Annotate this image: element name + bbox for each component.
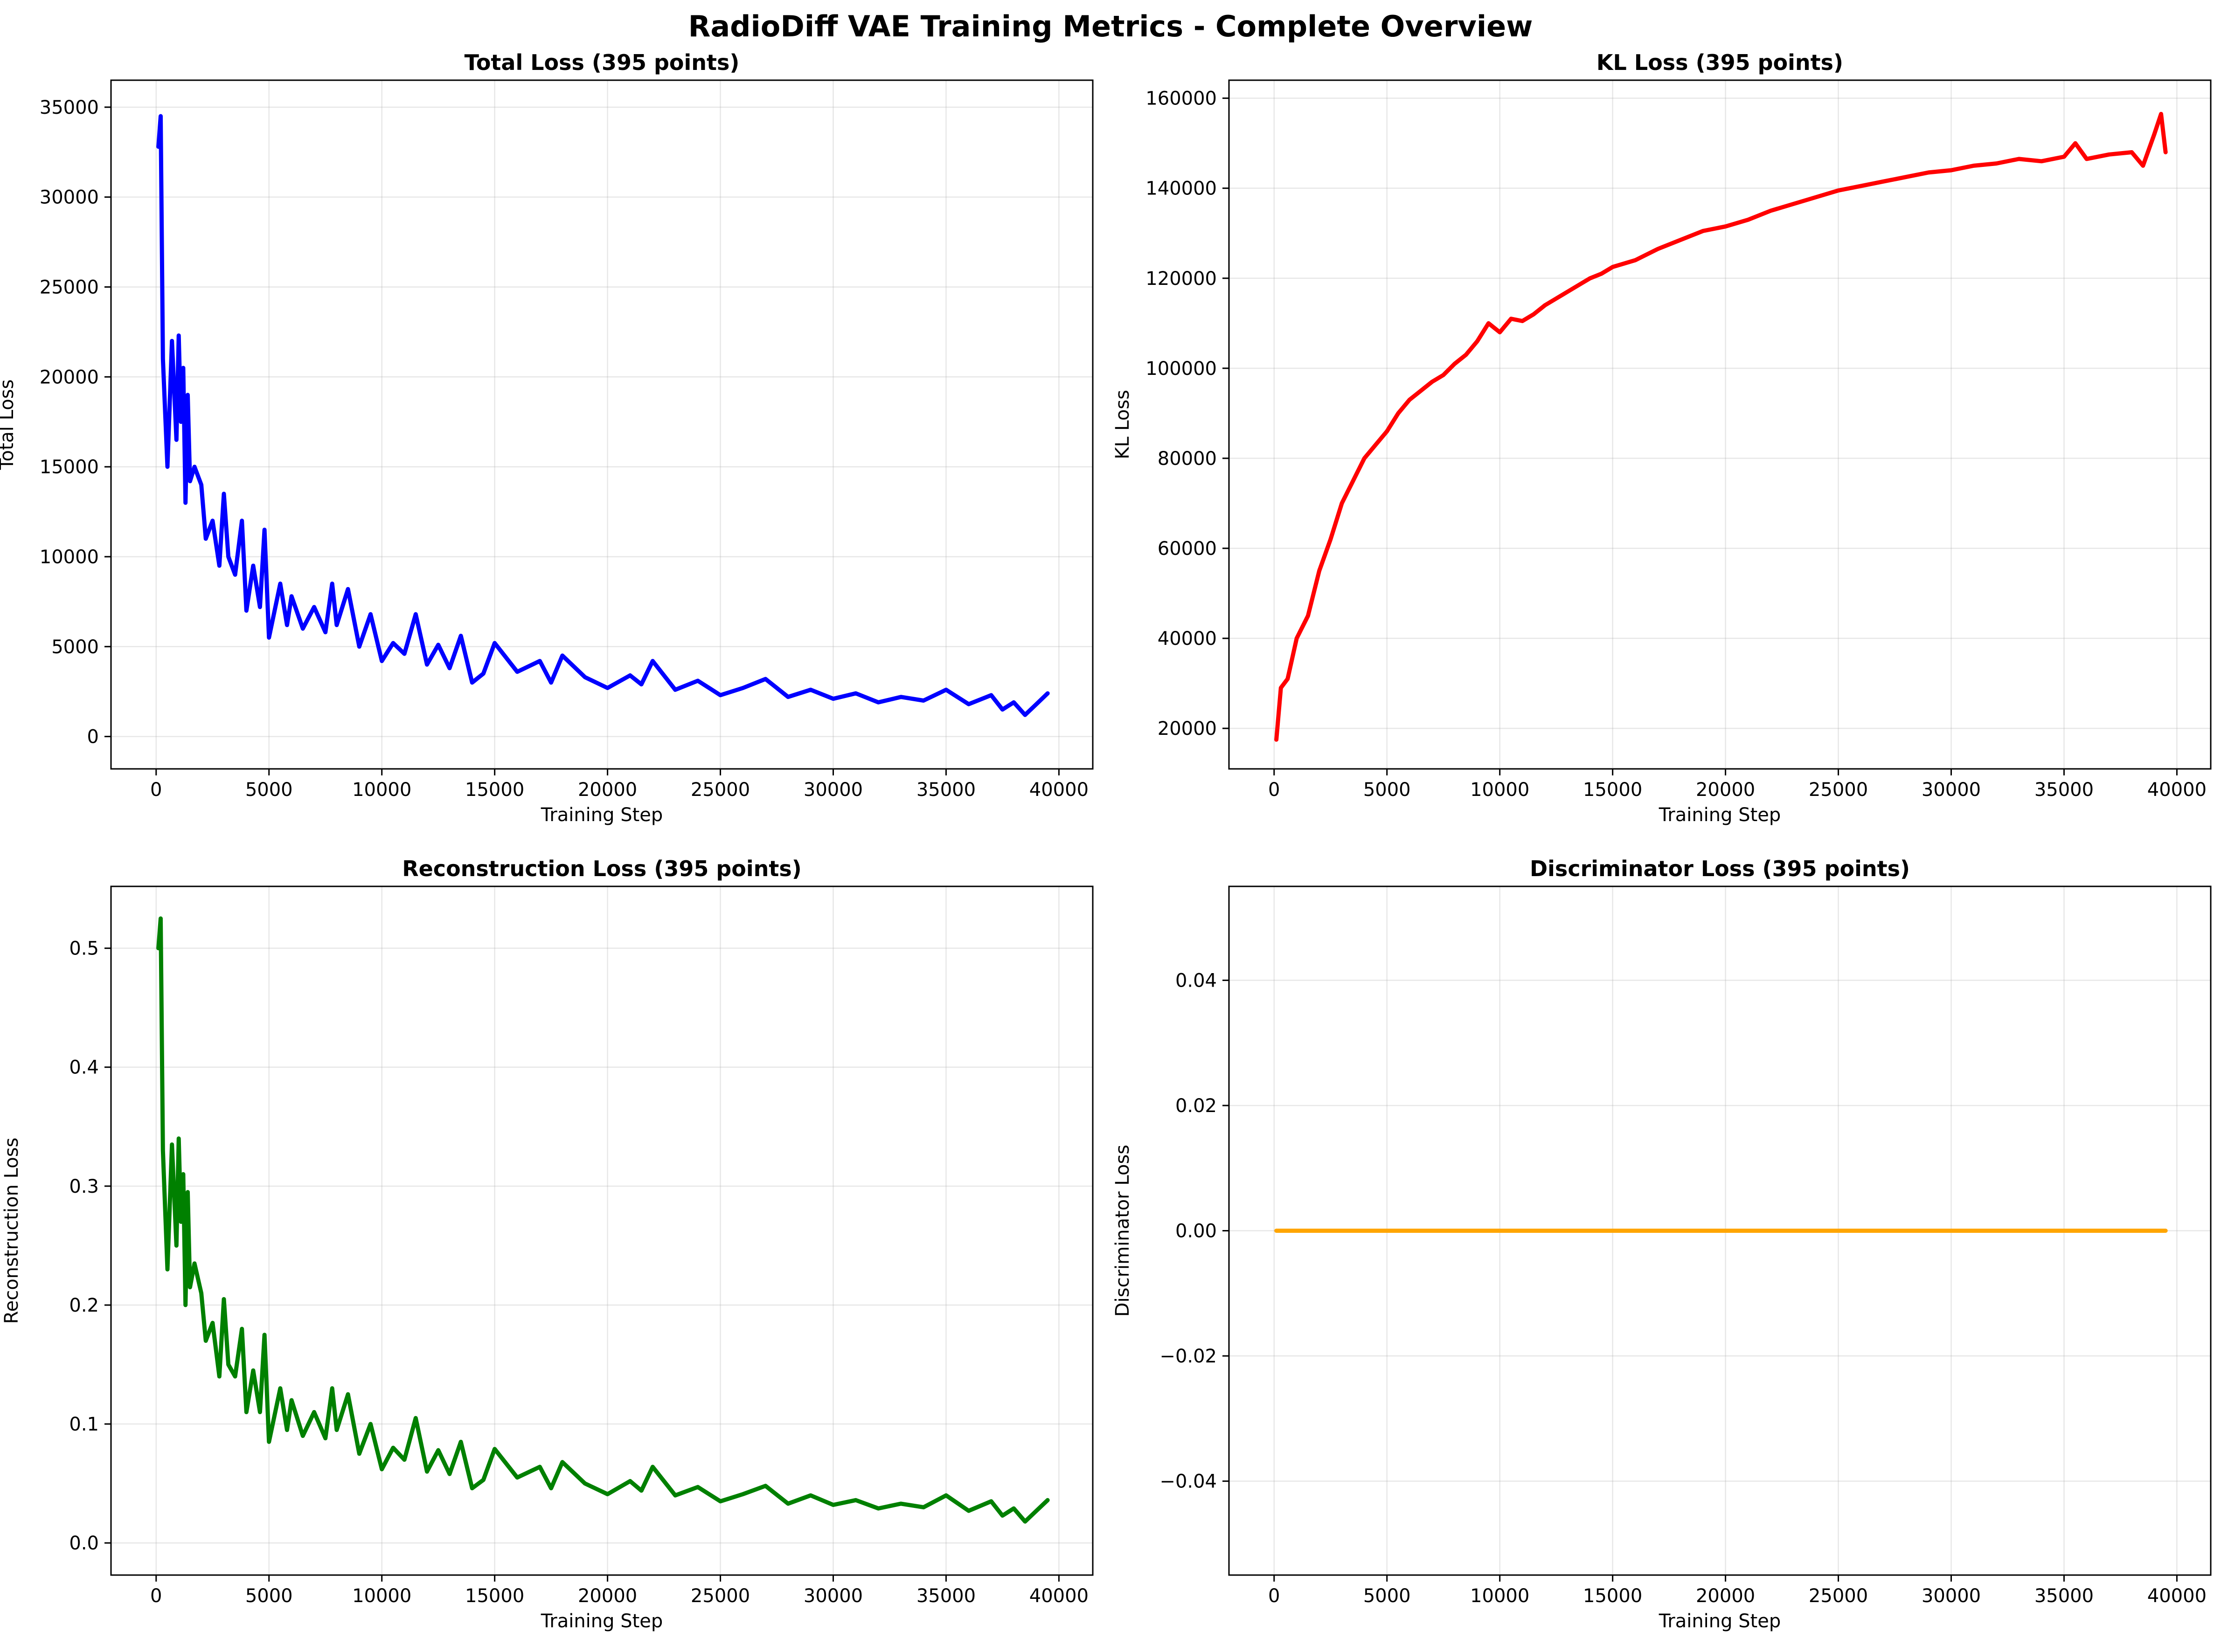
x-axis-label: Training Step	[1659, 1611, 1781, 1632]
x-tick-label: 10000	[352, 779, 411, 801]
y-tick-label: 10000	[40, 546, 99, 568]
discriminator-loss-panel: Discriminator Loss (395 points) Training…	[1112, 856, 2212, 1632]
plot-frame	[110, 79, 1094, 770]
panel-title: Reconstruction Loss (395 points)	[402, 856, 802, 881]
x-tick-label: 15000	[1583, 779, 1642, 801]
y-tick-label: 0.04	[1175, 970, 1217, 991]
x-tick-label: 15000	[465, 779, 524, 801]
y-tick-label: 0.00	[1175, 1221, 1217, 1242]
series-line	[156, 114, 1050, 717]
y-tick-label: 160000	[1145, 88, 1217, 110]
y-axis-label: Reconstruction Loss	[1, 1138, 22, 1324]
x-tick-label: 30000	[1922, 1585, 1981, 1607]
y-tick-label: 0.02	[1175, 1095, 1217, 1117]
y-tick-label: 0.2	[69, 1295, 99, 1316]
x-tick-label: 5000	[1363, 1585, 1411, 1607]
x-axis-label: Training Step	[541, 1611, 663, 1632]
y-tick-label: −0.04	[1159, 1471, 1217, 1493]
x-tick-label: 20000	[578, 779, 637, 801]
y-tick-label: 0.3	[69, 1176, 99, 1197]
reconstruction-loss-panel: Reconstruction Loss (395 points) Trainin…	[1, 856, 1094, 1632]
y-tick-label: 15000	[40, 456, 99, 478]
y-tick-label: 0.1	[69, 1414, 99, 1435]
plot-frame	[1228, 79, 2212, 770]
y-tick-label: 20000	[40, 366, 99, 388]
x-tick-label: 35000	[916, 779, 976, 801]
y-tick-label: 80000	[1158, 448, 1217, 470]
y-tick-label: 0.0	[69, 1533, 99, 1554]
x-tick-label: 10000	[352, 1585, 411, 1607]
series-line	[156, 916, 1050, 1524]
x-tick-label: 35000	[2034, 1585, 2094, 1607]
x-tick-label: 25000	[1809, 1585, 1868, 1607]
plot-frame	[110, 885, 1094, 1576]
x-tick-label: 20000	[1696, 779, 1755, 801]
y-tick-label: 30000	[40, 187, 99, 208]
y-tick-label: 0.4	[69, 1057, 99, 1078]
y-tick-label: 60000	[1158, 538, 1217, 560]
y-axis-label: Total Loss	[0, 380, 18, 470]
x-tick-label: 0	[1268, 1585, 1280, 1607]
x-tick-label: 10000	[1470, 779, 1529, 801]
x-tick-label: 35000	[916, 1585, 976, 1607]
x-axis-label: Training Step	[541, 804, 663, 826]
x-tick-label: 40000	[2147, 1585, 2207, 1607]
x-tick-label: 5000	[245, 779, 293, 801]
x-tick-label: 40000	[1029, 779, 1089, 801]
y-tick-label: 35000	[40, 97, 99, 118]
x-tick-label: 0	[1268, 779, 1280, 801]
x-tick-label: 0	[150, 779, 162, 801]
x-axis-label: Training Step	[1659, 804, 1781, 826]
x-tick-label: 15000	[465, 1585, 524, 1607]
x-tick-label: 5000	[1363, 779, 1411, 801]
x-tick-label: 25000	[691, 779, 750, 801]
x-tick-label: 20000	[578, 1585, 637, 1607]
y-axis-label: Discriminator Loss	[1112, 1145, 1133, 1317]
panel-title: KL Loss (395 points)	[1596, 50, 1843, 75]
x-tick-label: 30000	[804, 1585, 863, 1607]
y-tick-label: 20000	[1158, 718, 1217, 740]
x-tick-label: 20000	[1696, 1585, 1755, 1607]
x-tick-label: 0	[150, 1585, 162, 1607]
x-tick-label: 30000	[804, 779, 863, 801]
panel-title: Total Loss (395 points)	[465, 50, 740, 75]
x-tick-label: 40000	[1029, 1585, 1089, 1607]
y-tick-label: 25000	[40, 276, 99, 298]
x-tick-label: 15000	[1583, 1585, 1642, 1607]
x-tick-label: 25000	[691, 1585, 750, 1607]
panel-title: Discriminator Loss (395 points)	[1530, 856, 1910, 881]
y-tick-label: 0.5	[69, 938, 99, 960]
y-tick-label: 100000	[1145, 358, 1217, 380]
y-tick-label: 0	[87, 726, 99, 748]
x-tick-label: 25000	[1809, 779, 1868, 801]
x-tick-label: 35000	[2034, 779, 2094, 801]
x-tick-label: 30000	[1922, 779, 1981, 801]
y-axis-label: KL Loss	[1112, 390, 1133, 459]
figure-title: RadioDiff VAE Training Metrics - Complet…	[688, 9, 1533, 43]
y-tick-label: 40000	[1158, 628, 1217, 650]
kl-loss-panel: KL Loss (395 points) Training Step KL Lo…	[1112, 50, 2212, 826]
y-tick-label: 5000	[51, 636, 99, 658]
x-tick-label: 10000	[1470, 1585, 1529, 1607]
x-tick-label: 40000	[2147, 779, 2207, 801]
total-loss-panel: Total Loss (395 points) Training Step To…	[0, 50, 1094, 826]
x-tick-label: 5000	[245, 1585, 293, 1607]
series-line	[1274, 111, 2168, 742]
y-tick-label: −0.02	[1159, 1346, 1217, 1367]
y-tick-label: 120000	[1145, 268, 1217, 290]
y-tick-label: 140000	[1145, 178, 1217, 200]
